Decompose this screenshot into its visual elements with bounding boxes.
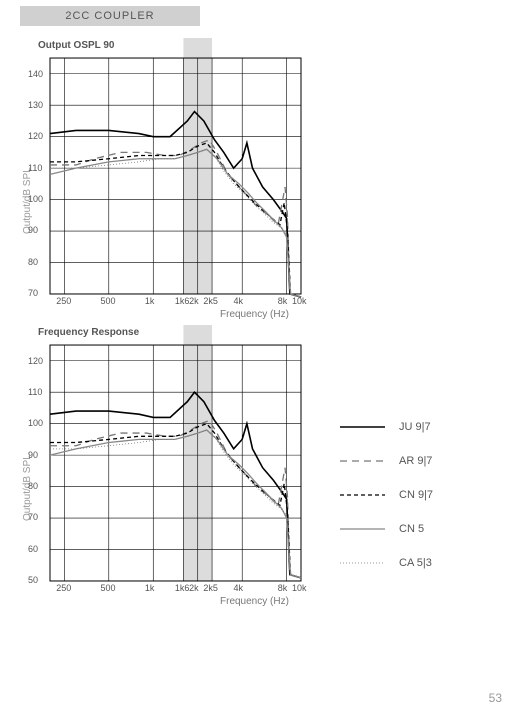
x-tick: 1k <box>145 583 155 593</box>
chart2-plot <box>50 345 301 581</box>
legend-label: CA 5|3 <box>399 557 432 569</box>
x-tick: 8k <box>278 296 288 306</box>
x-tick: 250 <box>56 296 71 306</box>
x-tick: 1k <box>145 296 155 306</box>
legend-label: CN 5 <box>399 523 424 535</box>
chart2-xlabel: Frequency (Hz) <box>220 596 289 607</box>
x-tick: 500 <box>101 583 116 593</box>
x-tick: 2k5 <box>203 583 218 593</box>
page-number: 53 <box>489 691 502 705</box>
x-tick: 500 <box>101 296 116 306</box>
legend-label: CN 9|7 <box>399 489 433 501</box>
legend-sample <box>340 417 385 437</box>
x-tick: 1k6 <box>175 296 190 306</box>
legend: JU 9|7 AR 9|7 CN 9|7 CN 5 CA 5|3 <box>340 410 433 580</box>
legend-sample <box>340 451 385 471</box>
x-tick: 2k <box>189 296 199 306</box>
chart1-plot <box>50 58 301 294</box>
chart-frequency-response: Frequency Response Output/dB SPL Frequen… <box>50 345 300 580</box>
legend-sample <box>340 553 385 573</box>
legend-row: CA 5|3 <box>340 546 433 580</box>
chart1-title: Output OSPL 90 <box>38 40 115 51</box>
x-tick: 250 <box>56 583 71 593</box>
x-tick: 10k <box>292 296 307 306</box>
legend-sample <box>340 519 385 539</box>
x-tick: 4k <box>233 583 243 593</box>
legend-row: JU 9|7 <box>340 410 433 444</box>
header-bar: 2CC COUPLER <box>20 6 200 26</box>
x-tick: 8k <box>278 583 288 593</box>
x-tick: 4k <box>233 296 243 306</box>
x-tick: 2k <box>189 583 199 593</box>
x-tick: 10k <box>292 583 307 593</box>
chart1-xlabel: Frequency (Hz) <box>220 309 289 320</box>
chart-output-ospl90: Output OSPL 90 Output/dB SPL Frequency (… <box>50 58 300 293</box>
legend-row: AR 9|7 <box>340 444 433 478</box>
legend-sample <box>340 485 385 505</box>
chart2-title: Frequency Response <box>38 327 139 338</box>
x-tick: 2k5 <box>203 296 218 306</box>
x-tick: 1k6 <box>175 583 190 593</box>
legend-row: CN 9|7 <box>340 478 433 512</box>
legend-label: JU 9|7 <box>399 421 431 433</box>
legend-label: AR 9|7 <box>399 455 432 467</box>
legend-row: CN 5 <box>340 512 433 546</box>
